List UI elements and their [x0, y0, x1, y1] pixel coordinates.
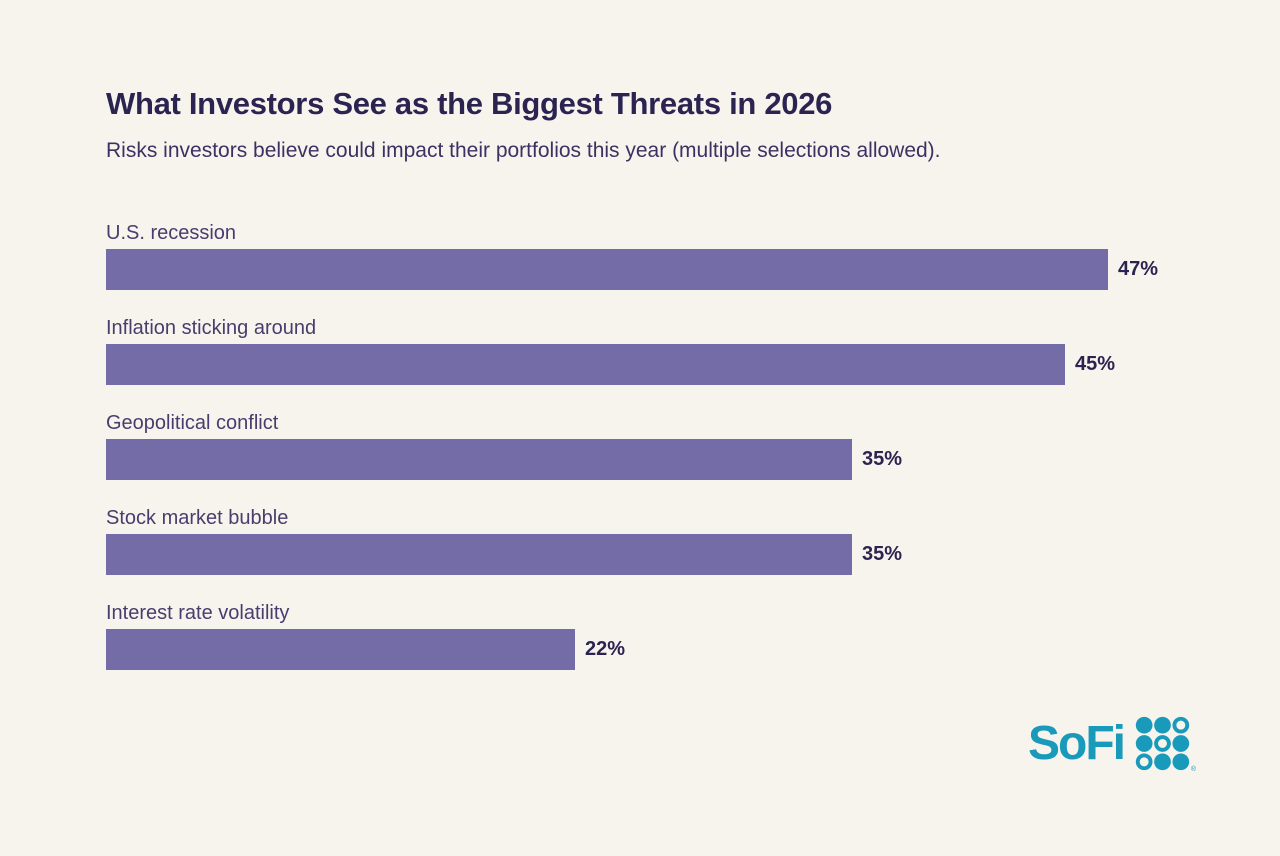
bar — [106, 628, 575, 670]
bar-category-label: Stock market bubble — [106, 506, 289, 529]
bar — [106, 343, 1065, 385]
sofi-logo: SoFi ® — [1028, 716, 1196, 773]
bar-value-label: 35% — [862, 542, 903, 565]
bar-line: 22% — [106, 628, 1280, 670]
bar — [106, 533, 852, 575]
bar-line: 35% — [106, 533, 1280, 575]
sofi-logo-text: SoFi — [1028, 716, 1126, 770]
bar — [106, 248, 1108, 290]
bar-value-label: 47% — [1118, 257, 1159, 280]
bar-value-label: 35% — [862, 447, 903, 470]
bar-row: Interest rate volatility 22% — [106, 600, 1280, 670]
bar-line: 35% — [106, 438, 1280, 480]
registered-trademark-symbol: ® — [1190, 766, 1196, 773]
chart-subtitle: Risks investors believe could impact the… — [106, 139, 941, 163]
bar-row: Geopolitical conflict 35% — [106, 410, 1280, 480]
bar-category-label: Inflation sticking around — [106, 316, 317, 339]
bar-category-label: U.S. recession — [106, 221, 237, 244]
bar-category-label: Interest rate volatility — [106, 601, 290, 624]
bar-row: Stock market bubble 35% — [106, 505, 1280, 575]
bar-line: 47% — [106, 248, 1280, 290]
chart-title: What Investors See as the Biggest Threat… — [106, 86, 833, 121]
bar-row: U.S. recession 47% — [106, 220, 1280, 290]
sofi-dots-icon: ® — [1135, 716, 1196, 773]
bar-category-label: Geopolitical conflict — [106, 411, 279, 434]
bar-line: 45% — [106, 343, 1280, 385]
bar-value-label: 45% — [1075, 352, 1116, 375]
bar-row: Inflation sticking around 45% — [106, 315, 1280, 385]
bar — [106, 438, 852, 480]
bar-chart: U.S. recession 47% Inflation sticking ar… — [106, 220, 1280, 670]
bar-value-label: 22% — [585, 637, 626, 660]
